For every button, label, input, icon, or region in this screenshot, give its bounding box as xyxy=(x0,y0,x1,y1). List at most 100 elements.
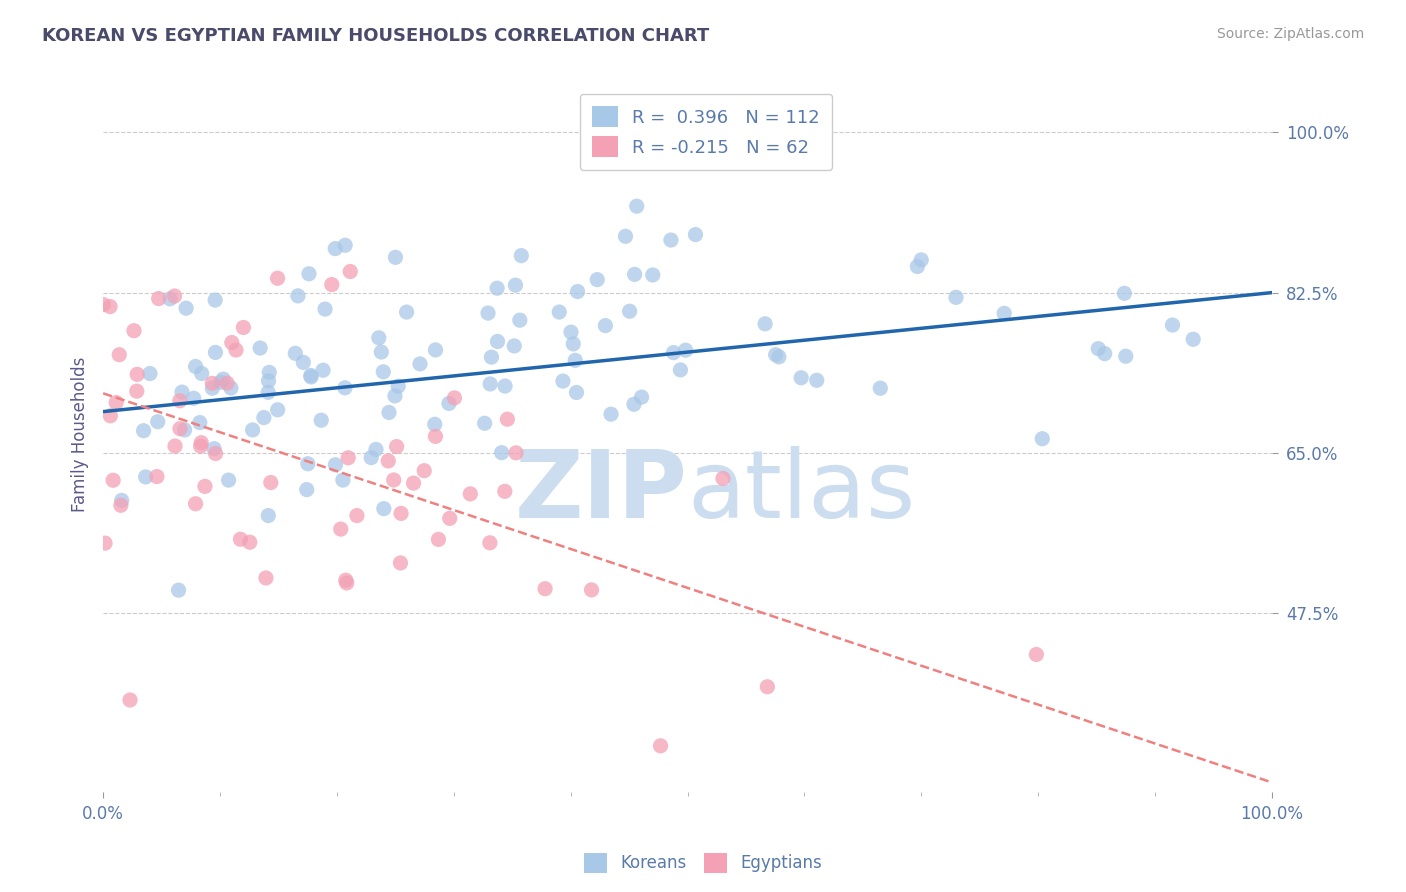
Point xyxy=(309,413,332,427)
Point xyxy=(669,363,692,377)
Point xyxy=(254,571,277,585)
Point xyxy=(201,381,224,395)
Point xyxy=(163,439,186,453)
Point xyxy=(382,473,405,487)
Point xyxy=(910,252,932,267)
Point xyxy=(600,407,623,421)
Point xyxy=(346,508,368,523)
Point xyxy=(1025,648,1047,662)
Point xyxy=(402,476,425,491)
Point xyxy=(297,457,319,471)
Point xyxy=(614,229,637,244)
Point xyxy=(101,473,124,487)
Point xyxy=(790,370,813,384)
Point xyxy=(159,292,181,306)
Point xyxy=(474,417,496,431)
Point xyxy=(221,335,243,350)
Text: atlas: atlas xyxy=(688,446,915,538)
Point xyxy=(335,574,357,588)
Point xyxy=(325,458,347,472)
Point xyxy=(260,475,283,490)
Point xyxy=(567,285,589,299)
Point xyxy=(806,373,828,387)
Point xyxy=(869,381,891,395)
Point xyxy=(132,424,155,438)
Point xyxy=(314,302,336,317)
Point xyxy=(118,693,141,707)
Point xyxy=(323,242,346,256)
Point xyxy=(423,417,446,432)
Point xyxy=(253,410,276,425)
Point xyxy=(284,346,307,360)
Point xyxy=(659,233,682,247)
Point xyxy=(534,582,557,596)
Point xyxy=(204,293,226,307)
Point xyxy=(329,522,352,536)
Point xyxy=(295,483,318,497)
Point xyxy=(266,402,288,417)
Point xyxy=(146,469,169,483)
Point xyxy=(425,429,447,443)
Point xyxy=(190,367,212,381)
Point xyxy=(209,375,232,389)
Point xyxy=(266,271,288,285)
Point xyxy=(163,289,186,303)
Point xyxy=(108,348,131,362)
Point xyxy=(364,442,387,457)
Point xyxy=(486,281,509,295)
Point xyxy=(312,363,335,377)
Point xyxy=(389,556,412,570)
Text: KOREAN VS EGYPTIAN FAMILY HOUSEHOLDS CORRELATION CHART: KOREAN VS EGYPTIAN FAMILY HOUSEHOLDS COR… xyxy=(42,27,710,45)
Point xyxy=(945,290,967,304)
Point xyxy=(503,339,526,353)
Point xyxy=(360,450,382,465)
Point xyxy=(299,368,322,383)
Point xyxy=(560,325,582,339)
Point xyxy=(100,409,122,423)
Point xyxy=(336,576,359,591)
Point xyxy=(551,374,574,388)
Point xyxy=(135,470,157,484)
Point xyxy=(481,350,503,364)
Point xyxy=(711,471,734,485)
Point xyxy=(184,497,207,511)
Point xyxy=(94,536,117,550)
Point xyxy=(564,353,586,368)
Point xyxy=(510,249,533,263)
Point xyxy=(169,422,191,436)
Point xyxy=(377,454,399,468)
Point xyxy=(337,450,360,465)
Point xyxy=(127,368,149,382)
Point xyxy=(1087,342,1109,356)
Point xyxy=(479,376,502,391)
Point xyxy=(167,583,190,598)
Point xyxy=(623,268,645,282)
Point xyxy=(170,385,193,400)
Point xyxy=(332,473,354,487)
Point xyxy=(370,345,392,359)
Point xyxy=(215,376,238,391)
Point xyxy=(1031,432,1053,446)
Point xyxy=(173,423,195,437)
Point xyxy=(194,479,217,493)
Point xyxy=(478,536,501,550)
Legend: R =  0.396   N = 112, R = -0.215   N = 62: R = 0.396 N = 112, R = -0.215 N = 62 xyxy=(579,94,832,169)
Point xyxy=(641,268,664,282)
Point xyxy=(373,501,395,516)
Point xyxy=(565,385,588,400)
Point xyxy=(183,392,205,406)
Point xyxy=(339,264,361,278)
Point xyxy=(257,374,280,388)
Point xyxy=(389,507,412,521)
Point xyxy=(201,376,224,391)
Y-axis label: Family Households: Family Households xyxy=(72,357,89,512)
Point xyxy=(257,385,280,400)
Point xyxy=(257,508,280,523)
Point xyxy=(373,365,395,379)
Point xyxy=(111,493,134,508)
Point xyxy=(650,739,672,753)
Point xyxy=(1182,332,1205,346)
Point xyxy=(93,298,115,312)
Point xyxy=(188,416,211,430)
Legend: Koreans, Egyptians: Koreans, Egyptians xyxy=(578,847,828,880)
